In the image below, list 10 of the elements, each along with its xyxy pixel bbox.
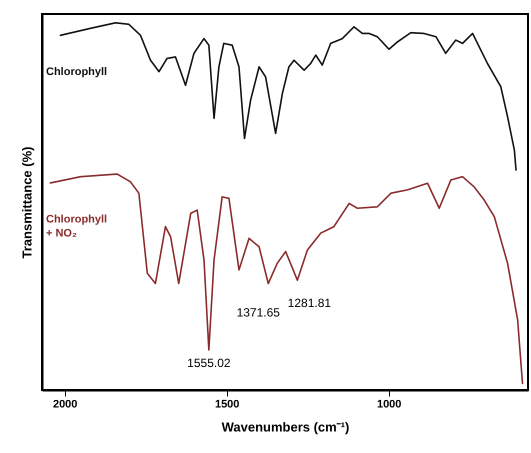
- annotation: 1281.81: [288, 296, 332, 310]
- annotation: 1555.02: [187, 356, 231, 370]
- annotation: 1371.65: [236, 306, 280, 320]
- text: Chlorophyll: [46, 66, 108, 78]
- text: Chlorophyll + NO₂: [46, 214, 108, 240]
- y-axis-title: Transmittance (%): [20, 146, 34, 258]
- x-axis-title: Wavenumbers (cm⁻¹): [222, 420, 350, 434]
- x-tick-label: 2000: [52, 398, 78, 410]
- x-tick-label: 1500: [214, 398, 240, 410]
- x-tick-label: 1000: [376, 398, 402, 410]
